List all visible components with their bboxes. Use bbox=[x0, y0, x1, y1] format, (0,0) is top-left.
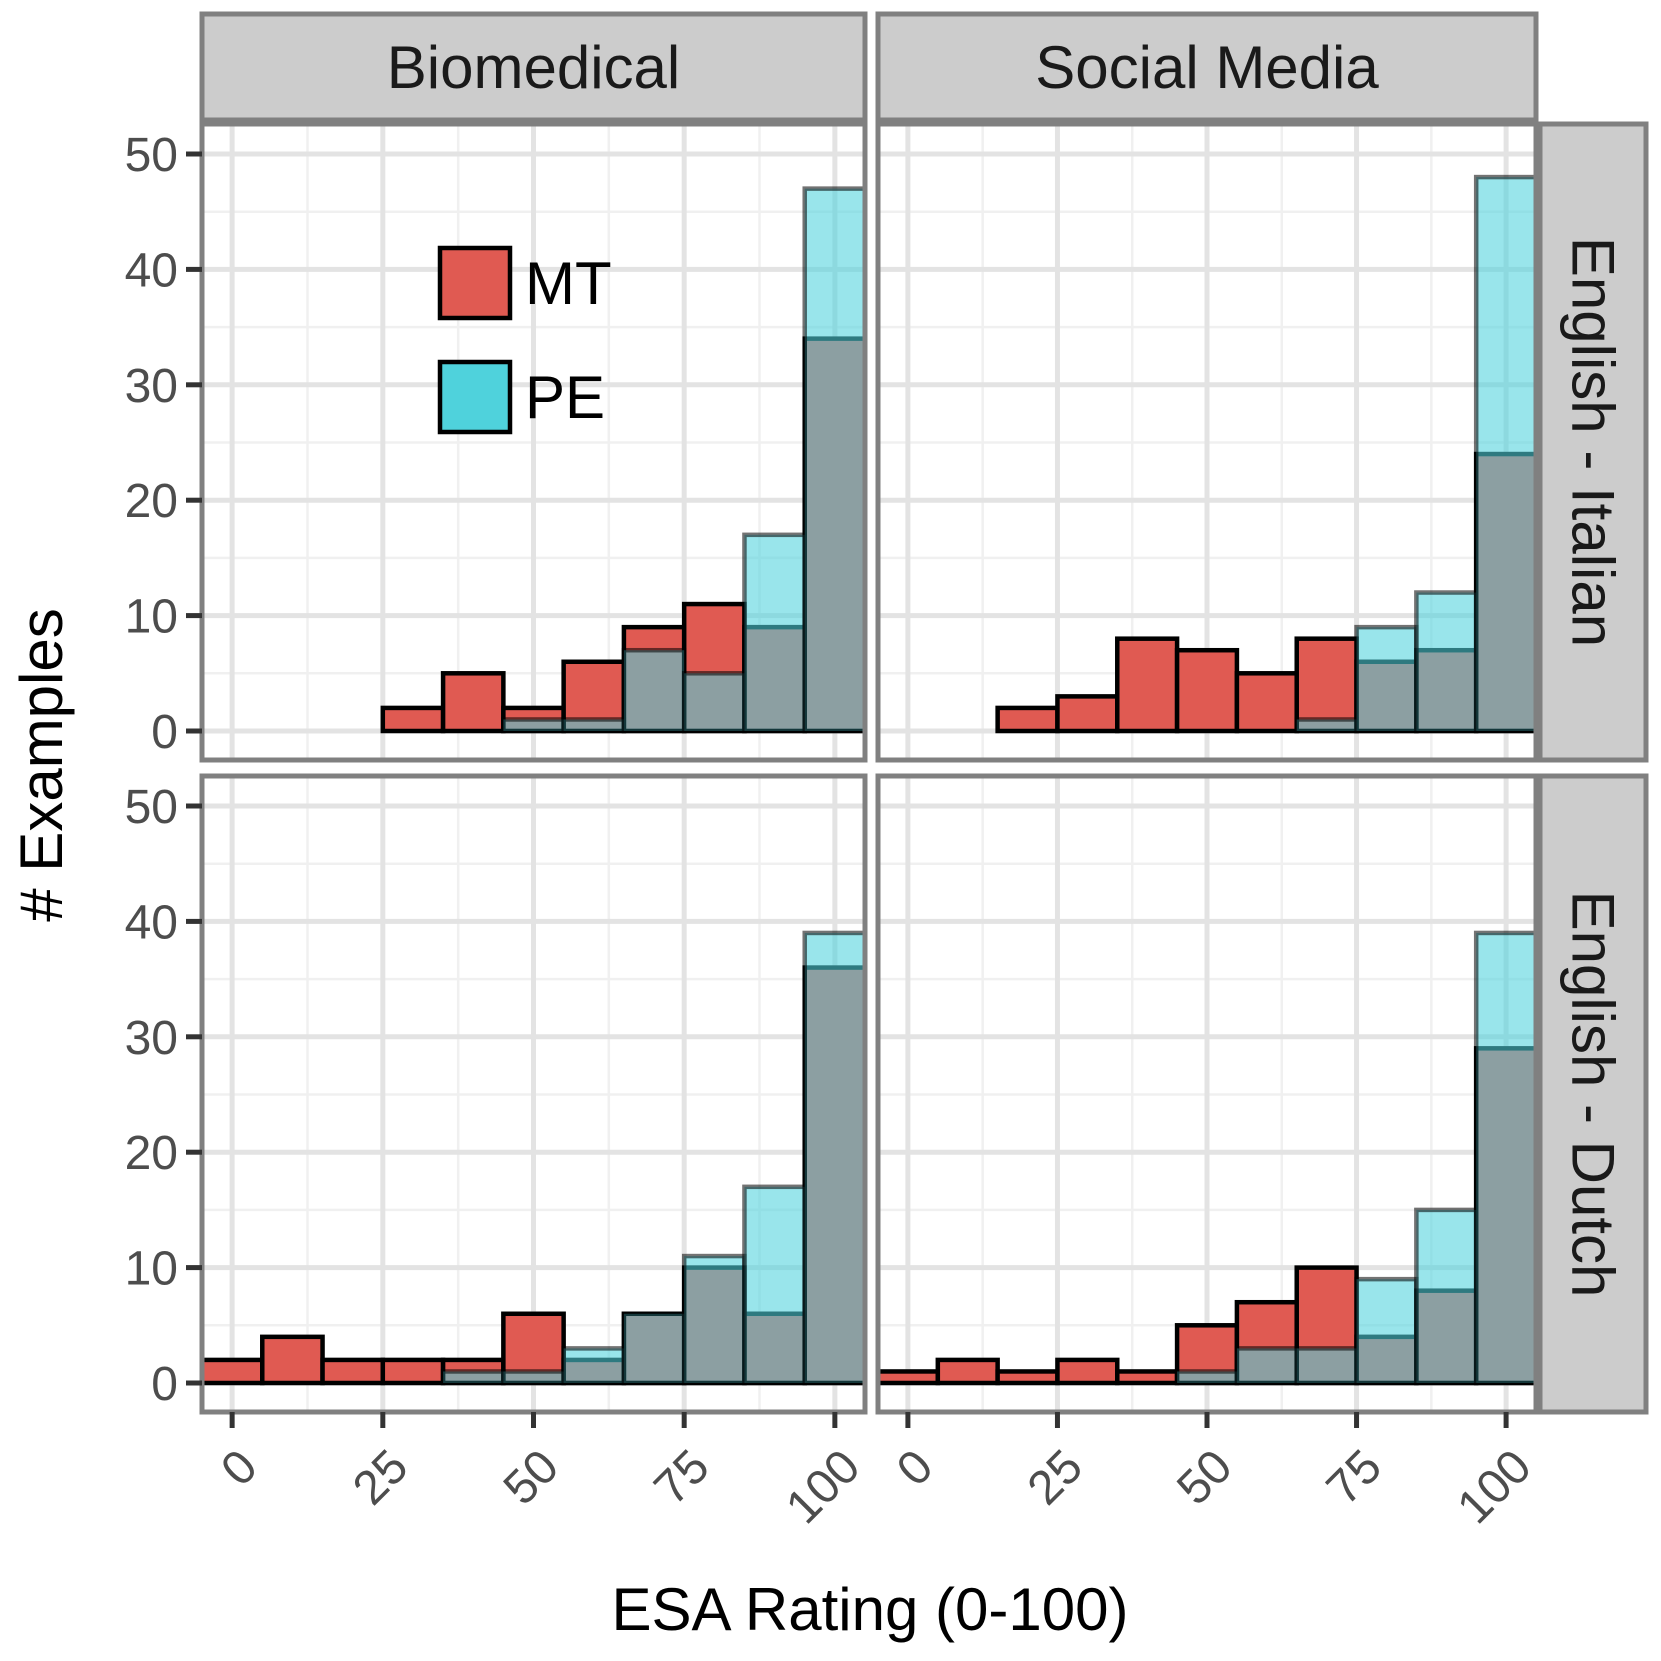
bar-mt-social-media-english-dutch-bin-30 bbox=[1055, 1357, 1120, 1386]
bar-pe-biomedical-english-dutch-bin-80 bbox=[681, 1253, 747, 1386]
strip-english-dutch bbox=[1537, 773, 1649, 1415]
bar-pe-biomedical-english-italian-bin-80 bbox=[681, 671, 747, 734]
bar-pe-biomedical-english-dutch-bin-40 bbox=[440, 1369, 506, 1386]
strip-english-italian bbox=[1537, 121, 1649, 763]
bar-pe-biomedical-english-dutch-bin-70 bbox=[621, 1311, 687, 1386]
bar-mt-biomedical-english-italian-bin-30 bbox=[380, 705, 446, 734]
strip-social-media bbox=[875, 11, 1539, 123]
bar-mt-biomedical-english-dutch-bin-30 bbox=[380, 1357, 446, 1386]
bar-pe-biomedical-english-italian-bin-70 bbox=[621, 647, 687, 734]
legend-label-mt: MT bbox=[525, 250, 612, 317]
bar-pe-biomedical-english-italian-bin-50 bbox=[501, 717, 566, 734]
y-tick-label: 10 bbox=[125, 1243, 178, 1296]
facet-strips: Biomedical Social Media English - Italian E… bbox=[199, 11, 1649, 1415]
bar-pe-biomedical-english-dutch-bin-90 bbox=[742, 1184, 807, 1386]
bar-mt-social-media-english-italian-bin-30 bbox=[1055, 694, 1120, 734]
x-tick-label: 25 bbox=[1018, 1440, 1093, 1515]
x-tick-label: 25 bbox=[343, 1440, 418, 1515]
bar-pe-biomedical-english-dutch-bin-60 bbox=[561, 1346, 627, 1386]
legend-key-mt bbox=[437, 245, 513, 321]
bar-mt-social-media-english-italian-bin-70 bbox=[1294, 636, 1359, 734]
bar-pe-biomedical-english-dutch-bin-50 bbox=[501, 1369, 566, 1386]
bar-pe-biomedical-english-dutch-bin-100 bbox=[802, 930, 868, 1386]
bar-pe-social-media-english-dutch-bin-70 bbox=[1294, 1346, 1359, 1386]
x-tick-label: 50 bbox=[494, 1440, 569, 1515]
bar-pe-biomedical-english-italian-bin-100 bbox=[802, 186, 868, 734]
x-tick-label: 50 bbox=[1167, 1440, 1242, 1515]
strip-label-english-dutch: English - Dutch bbox=[1560, 891, 1627, 1298]
y-tick-label: 20 bbox=[125, 475, 178, 528]
x-tick-label: 100 bbox=[1448, 1440, 1542, 1534]
panel-frame-biomedical-english-italian bbox=[199, 121, 868, 763]
bar-mt-social-media-english-italian-bin-40 bbox=[1115, 636, 1180, 734]
panel-frame-social-media-english-italian bbox=[875, 121, 1539, 763]
bar-mt-social-media-english-dutch-bin-0 bbox=[875, 1369, 941, 1386]
strip-label-social-media: Social Media bbox=[1035, 34, 1379, 101]
bar-pe-social-media-english-dutch-bin-80 bbox=[1354, 1276, 1419, 1386]
bar-pe-social-media-english-dutch-bin-90 bbox=[1414, 1207, 1479, 1386]
y-tick-label: 50 bbox=[125, 781, 178, 834]
y-tick-label: 0 bbox=[151, 706, 178, 759]
bar-pe-social-media-english-dutch-bin-60 bbox=[1234, 1346, 1299, 1386]
bar-pe-social-media-english-italian-bin-80 bbox=[1354, 624, 1419, 734]
legend: MT PE bbox=[437, 245, 612, 435]
bar-pe-biomedical-english-italian-bin-90 bbox=[742, 532, 807, 734]
x-tick-label: 75 bbox=[644, 1440, 719, 1515]
legend-key-pe bbox=[437, 359, 513, 435]
y-tick-label: 40 bbox=[125, 896, 178, 949]
bar-pe-social-media-english-italian-bin-70 bbox=[1294, 717, 1359, 734]
y-tick-label: 20 bbox=[125, 1127, 178, 1180]
bar-mt-social-media-english-dutch-bin-40 bbox=[1115, 1369, 1180, 1386]
bar-mt-social-media-english-dutch-bin-20 bbox=[995, 1369, 1060, 1386]
bar-mt-biomedical-english-dutch-bin-20 bbox=[320, 1357, 386, 1386]
x-tick-label: 75 bbox=[1317, 1440, 1392, 1515]
y-tick-label: 10 bbox=[125, 591, 178, 644]
y-tick-label: 30 bbox=[125, 1012, 178, 1065]
strip-biomedical bbox=[199, 11, 868, 123]
strip-label-english-italian: English - Italian bbox=[1560, 237, 1627, 647]
bar-mt-social-media-english-italian-bin-50 bbox=[1174, 647, 1240, 734]
bar-mt-biomedical-english-italian-bin-40 bbox=[440, 671, 506, 734]
bar-pe-social-media-english-dutch-bin-100 bbox=[1473, 930, 1539, 1386]
x-tick-label: 0 bbox=[211, 1440, 267, 1496]
bar-mt-biomedical-english-dutch-bin-0 bbox=[199, 1357, 265, 1386]
bar-pe-social-media-english-dutch-bin-50 bbox=[1174, 1369, 1240, 1386]
x-tick-label: 0 bbox=[887, 1440, 943, 1496]
panel-backgrounds bbox=[202, 124, 1536, 1412]
y-tick-label: 0 bbox=[151, 1358, 178, 1411]
bar-mt-biomedical-english-dutch-bin-10 bbox=[260, 1334, 325, 1386]
y-axis-title: # Examples bbox=[8, 608, 75, 921]
legend-label-pe: PE bbox=[525, 364, 605, 431]
bar-mt-social-media-english-italian-bin-20 bbox=[995, 705, 1060, 734]
bar-pe-social-media-english-italian-bin-90 bbox=[1414, 590, 1479, 734]
bar-mt-social-media-english-italian-bin-60 bbox=[1234, 671, 1299, 734]
bar-pe-social-media-english-italian-bin-100 bbox=[1473, 174, 1539, 734]
y-tick-label: 30 bbox=[125, 360, 178, 413]
y-tick-label: 40 bbox=[125, 244, 178, 297]
y-tick-label: 50 bbox=[125, 129, 178, 182]
x-tick-label: 100 bbox=[776, 1440, 870, 1534]
strip-label-biomedical: Biomedical bbox=[387, 34, 680, 101]
x-axis-title: ESA Rating (0-100) bbox=[612, 1576, 1129, 1643]
bar-mt-social-media-english-dutch-bin-10 bbox=[935, 1357, 1000, 1386]
bar-pe-biomedical-english-italian-bin-60 bbox=[561, 717, 627, 734]
